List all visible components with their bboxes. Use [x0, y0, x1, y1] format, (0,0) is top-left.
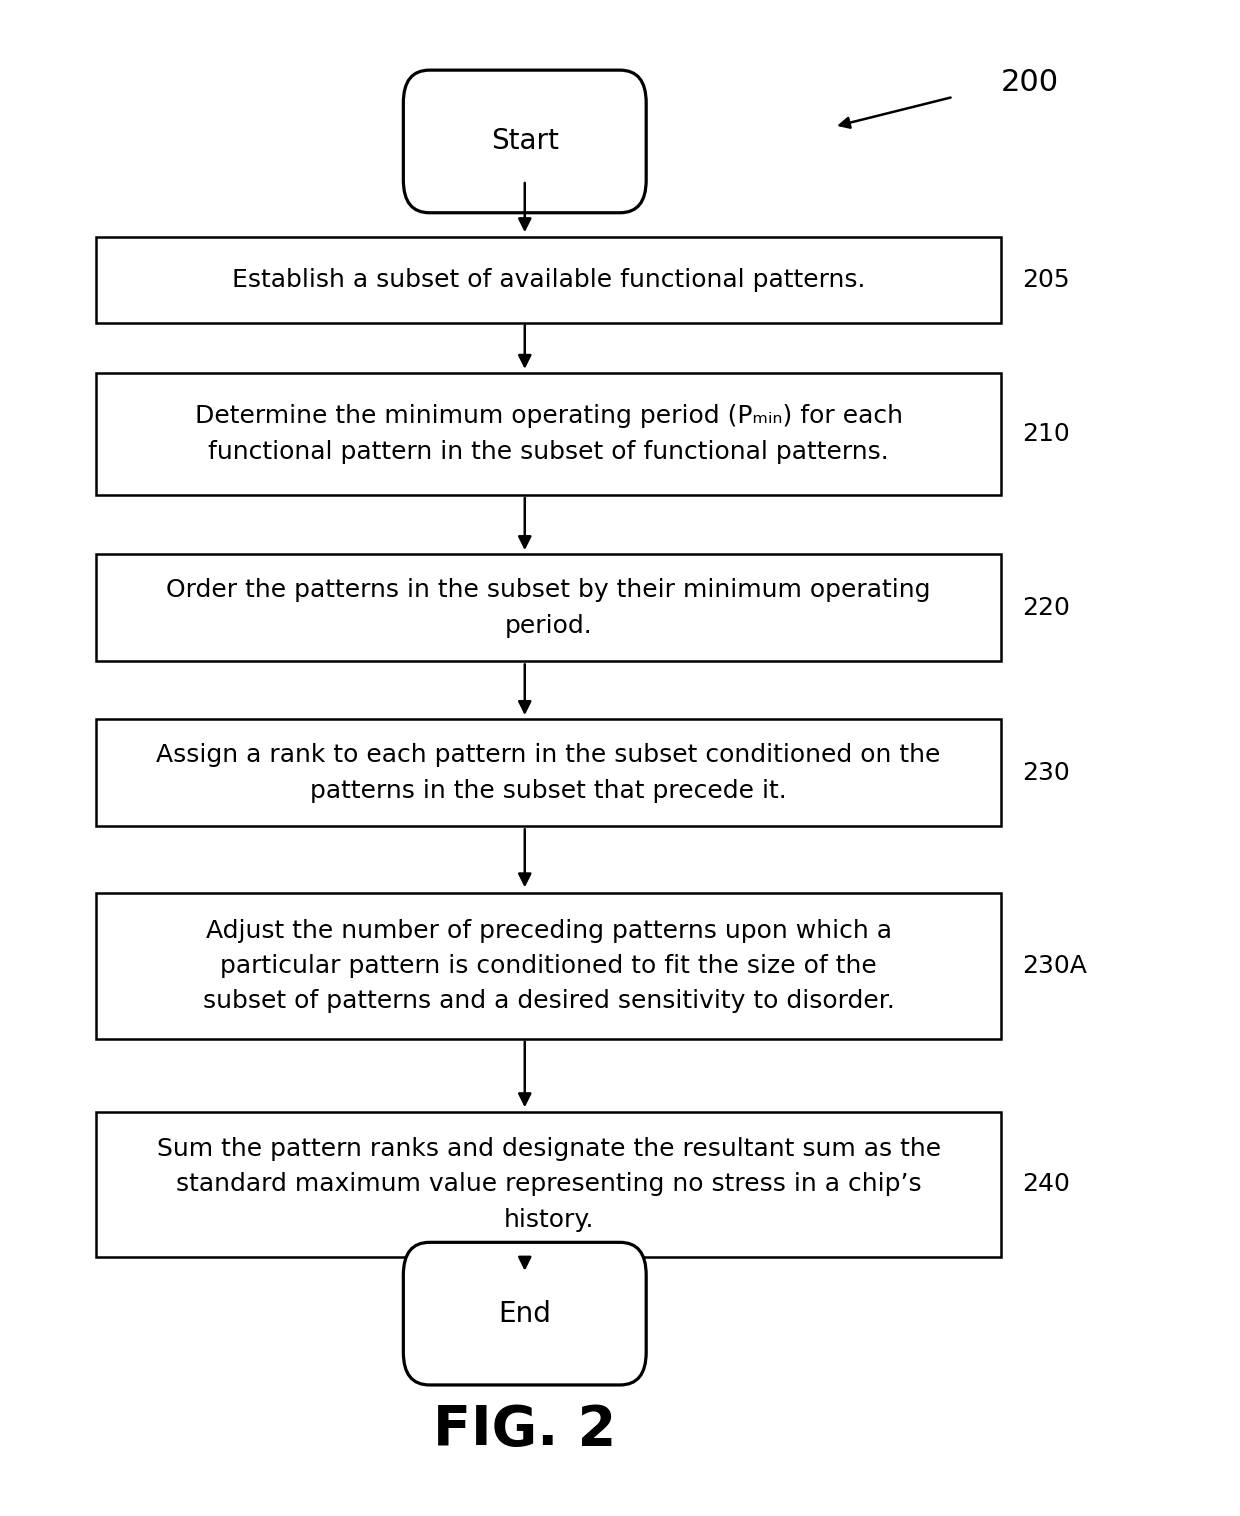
- Text: 230: 230: [1022, 761, 1070, 785]
- Bar: [97, 373, 1001, 496]
- FancyBboxPatch shape: [403, 70, 646, 212]
- Text: FIG. 2: FIG. 2: [433, 1402, 616, 1457]
- Text: Adjust the number of preceding patterns upon which a
particular pattern is condi: Adjust the number of preceding patterns …: [202, 919, 894, 1013]
- Text: 210: 210: [1022, 421, 1070, 446]
- Text: 220: 220: [1022, 596, 1070, 620]
- Text: 205: 205: [1022, 268, 1070, 291]
- Text: End: End: [498, 1299, 552, 1328]
- Bar: [97, 555, 1001, 661]
- FancyBboxPatch shape: [403, 1242, 646, 1386]
- Text: Establish a subset of available functional patterns.: Establish a subset of available function…: [232, 268, 866, 291]
- Text: 200: 200: [1001, 68, 1059, 97]
- Text: 230A: 230A: [1022, 954, 1087, 978]
- Bar: [97, 1111, 1001, 1257]
- Text: Assign a rank to each pattern in the subset conditioned on the
patterns in the s: Assign a rank to each pattern in the sub…: [156, 743, 941, 802]
- Text: Start: Start: [491, 127, 559, 156]
- Text: Determine the minimum operating period (Pₘᵢₙ) for each
functional pattern in the: Determine the minimum operating period (…: [195, 405, 903, 464]
- Bar: [97, 236, 1001, 323]
- Text: Sum the pattern ranks and designate the resultant sum as the
standard maximum va: Sum the pattern ranks and designate the …: [156, 1137, 941, 1233]
- Bar: [97, 720, 1001, 826]
- Text: 240: 240: [1022, 1172, 1070, 1196]
- Bar: [97, 893, 1001, 1038]
- Text: Order the patterns in the subset by their minimum operating
period.: Order the patterns in the subset by thei…: [166, 578, 931, 638]
